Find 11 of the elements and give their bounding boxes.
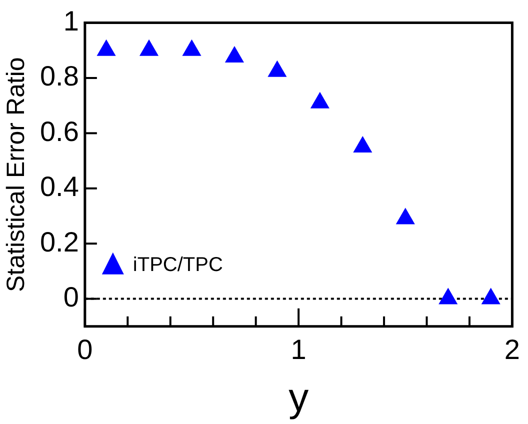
y-tick-label: 0 <box>63 282 79 313</box>
y-axis-title: Statistical Error Ratio <box>2 57 30 292</box>
legend-label: iTPC/TPC <box>132 254 223 276</box>
y-tick-label: 1 <box>63 6 79 37</box>
x-tick-label: 2 <box>504 334 520 365</box>
y-tick-label: 0.2 <box>40 226 79 258</box>
y-tick-label: 0.8 <box>40 60 79 92</box>
y-tick-label: 0.6 <box>40 116 79 147</box>
x-axis-title: y <box>288 376 309 420</box>
y-tick-label: 0.4 <box>40 171 79 202</box>
x-tick-label: 1 <box>290 334 306 365</box>
